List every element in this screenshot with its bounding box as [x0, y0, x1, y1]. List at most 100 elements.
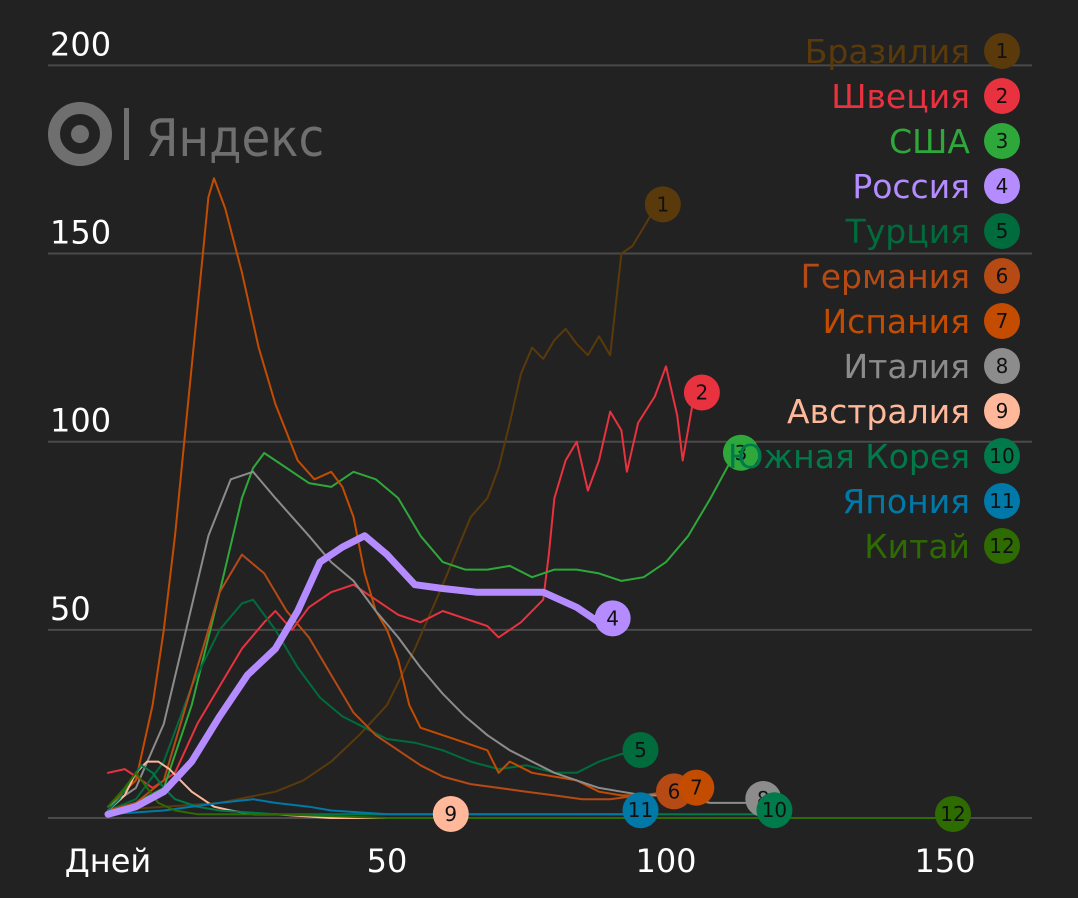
x-tick-label: 100 — [635, 842, 696, 880]
legend-number: 10 — [989, 444, 1014, 468]
y-axis: 50 100 150 200 — [50, 25, 111, 627]
legend-label: Турция — [845, 212, 970, 251]
end-marker-number: 2 — [696, 381, 709, 405]
series-line-12 — [107, 771, 946, 819]
series-line-3 — [107, 452, 734, 812]
legend-dot — [984, 438, 1020, 474]
end-marker-number: 1 — [656, 192, 669, 216]
legend-item-9: Австралия 9 — [787, 392, 1020, 431]
legend-number: 1 — [996, 39, 1009, 63]
legend-label: Китай — [864, 527, 970, 566]
end-marker-11: 11 — [622, 792, 659, 829]
legend-label: США — [889, 122, 970, 161]
end-marker-number: 7 — [690, 776, 703, 800]
legend-label: Бразилия — [805, 32, 970, 71]
legend-number: 4 — [996, 174, 1009, 198]
legend-item-3: США 3 — [889, 122, 1020, 161]
end-marker-dot — [678, 769, 715, 806]
end-marker-7: 7 — [678, 769, 715, 806]
end-markers: 123456789101112 — [432, 186, 971, 832]
legend-number: 6 — [996, 264, 1009, 288]
end-marker-number: 9 — [444, 802, 457, 826]
end-marker-dot — [644, 186, 681, 223]
legend-label: Россия — [852, 167, 970, 206]
legend-number: 8 — [996, 354, 1009, 378]
x-tick-label: 50 — [367, 842, 408, 880]
y-tick-label: 50 — [50, 590, 91, 628]
end-marker-2: 2 — [683, 374, 720, 411]
end-marker-number: 3 — [735, 441, 748, 465]
series-line-11 — [107, 798, 634, 816]
legend-item-4: Россия 4 — [852, 167, 1020, 206]
y-tick-label: 150 — [50, 214, 111, 252]
end-marker-10: 10 — [756, 792, 793, 829]
legend-dot — [984, 78, 1020, 114]
legend-dot — [984, 393, 1020, 429]
x-axis: Дней 50 100 150 — [65, 842, 976, 880]
legend-dot — [984, 348, 1020, 384]
end-marker-dot — [622, 732, 659, 769]
end-marker-12: 12 — [935, 796, 971, 832]
y-tick-label: 200 — [50, 25, 111, 63]
yandex-logo-text: Яндекс — [146, 109, 324, 169]
end-marker-dot — [622, 792, 659, 829]
end-marker-number: 6 — [668, 779, 681, 803]
legend-label: Италия — [843, 347, 970, 386]
end-marker-number: 12 — [940, 802, 965, 826]
series-line-8 — [107, 470, 757, 808]
y-tick-label: 100 — [50, 402, 111, 440]
series-line-6 — [107, 553, 667, 812]
legend-item-1: Бразилия 1 — [805, 32, 1020, 71]
end-marker-number: 4 — [606, 606, 619, 630]
end-marker-5: 5 — [622, 732, 659, 769]
end-marker-dot — [432, 796, 469, 832]
end-marker-dot — [935, 796, 971, 832]
legend-number: 5 — [996, 219, 1009, 243]
legend-item-6: Германия 6 — [801, 257, 1020, 296]
legend-dot — [984, 123, 1020, 159]
legend-item-11: Япония 11 — [842, 482, 1020, 521]
end-marker-9: 9 — [432, 796, 469, 832]
legend-item-7: Испания 7 — [822, 302, 1020, 341]
legend-item-12: Китай 12 — [864, 527, 1020, 566]
legend-dot — [984, 303, 1020, 339]
legend-label: Южная Корея — [728, 437, 970, 476]
legend-number: 2 — [996, 84, 1009, 108]
legend-dot — [984, 168, 1020, 204]
legend-item-2: Швеция 2 — [831, 77, 1020, 116]
end-marker-dot — [683, 374, 720, 411]
legend-label: Испания — [822, 302, 970, 341]
legend-dot — [984, 528, 1020, 564]
legend: Бразилия 1 Швеция 2 США 3 Россия 4 Турция 5 Герман… — [728, 32, 1020, 566]
series-line-7 — [107, 177, 690, 808]
legend-dot — [984, 483, 1020, 519]
legend-item-8: Италия 8 — [843, 347, 1020, 386]
yandex-logo: Яндекс — [48, 102, 324, 169]
legend-number: 11 — [989, 489, 1014, 513]
end-marker-dot — [722, 434, 759, 471]
legend-label: Япония — [842, 482, 970, 521]
end-marker-dot — [756, 792, 793, 829]
legend-number: 3 — [996, 129, 1009, 153]
legend-number: 7 — [996, 309, 1009, 333]
plot-area — [104, 177, 946, 819]
legend-number: 12 — [989, 534, 1014, 558]
legend-number: 9 — [996, 399, 1009, 423]
legend-label: Австралия — [787, 392, 970, 431]
legend-dot — [984, 258, 1020, 294]
end-marker-4: 4 — [594, 600, 631, 637]
series-line-4 — [104, 532, 609, 818]
end-marker-dot — [594, 600, 631, 637]
legend-dot — [984, 33, 1020, 69]
end-marker-1: 1 — [644, 186, 681, 223]
x-axis-label: Дней — [65, 842, 151, 880]
x-tick-label: 150 — [914, 842, 975, 880]
series-line-5 — [107, 598, 634, 812]
legend-item-10: Южная Корея 10 — [728, 437, 1020, 476]
end-marker-number: 11 — [628, 798, 653, 822]
legend-label: Германия — [801, 257, 970, 296]
end-marker-number: 10 — [762, 798, 787, 822]
series-line-1 — [107, 207, 656, 812]
legend-dot — [984, 213, 1020, 249]
